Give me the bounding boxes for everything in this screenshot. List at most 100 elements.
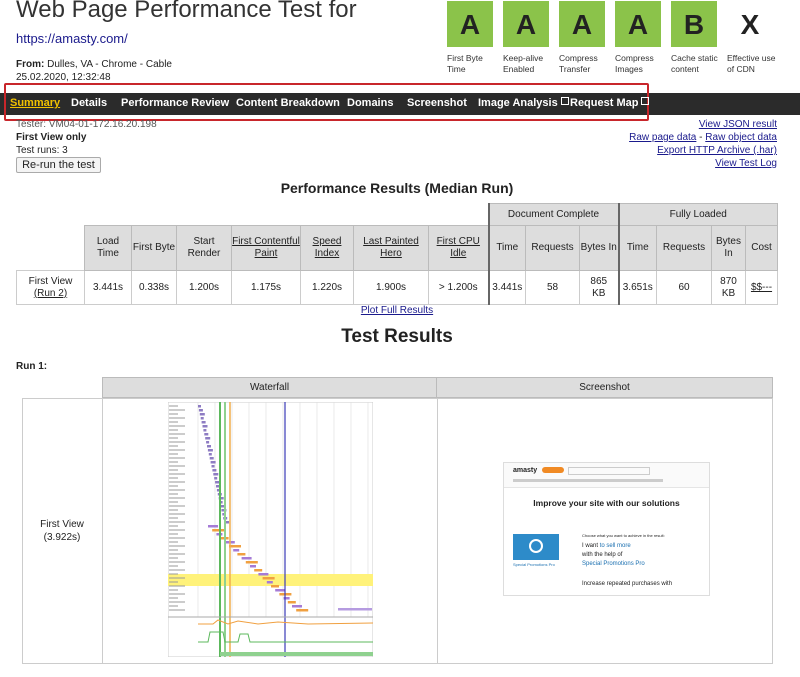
wf-bar: [211, 465, 215, 468]
wf-bar: [208, 525, 218, 528]
site-heading: Improve your site with our solutions: [533, 498, 680, 508]
wf-bar: [287, 601, 296, 604]
group-header: Fully Loaded: [617, 203, 778, 226]
column-header: Screenshot: [437, 377, 773, 398]
wf-bar: [216, 489, 220, 492]
result-links: View JSON result Raw page data - Raw obj…: [629, 118, 777, 170]
header-row: Load Time First Byte Start Render First Con…: [17, 225, 778, 271]
product-image: [513, 534, 559, 560]
wf-bar: [224, 521, 230, 524]
row-label: First View (Run 2): [16, 270, 85, 305]
har-link[interactable]: Export HTTP Archive (.har): [657, 145, 777, 156]
screenshot-image[interactable]: amasty Improve your site with our soluti…: [503, 462, 710, 596]
row-view: First View: [40, 519, 84, 530]
column-header[interactable]: First Contentful Paint: [231, 225, 301, 271]
rerun-button[interactable]: Re-run the test: [16, 157, 101, 173]
nav-item[interactable]: Image Analysis: [478, 97, 569, 109]
row-time: (3.922s): [43, 532, 81, 543]
performance-table: Document Complete Fully Loaded Load Time Fi…: [16, 203, 778, 305]
grade-label: Effective use of CDN: [727, 53, 776, 74]
test-url[interactable]: https://amasty.com/: [16, 31, 128, 46]
log-link[interactable]: View Test Log: [715, 158, 777, 169]
wf-bg: [168, 402, 373, 657]
wf-bar: [233, 549, 240, 552]
wf-bar: [199, 413, 205, 416]
wf-bar: [208, 453, 212, 456]
column-header: Start Render: [176, 225, 232, 271]
nav-item[interactable]: Summary: [10, 97, 61, 109]
wf-bar: [250, 565, 256, 568]
wf-bar: [210, 461, 216, 464]
plot-link[interactable]: Plot Full Results: [360, 305, 434, 316]
wf-bar: [254, 569, 263, 572]
view-mode: First View only: [16, 132, 87, 143]
nav-item[interactable]: Domains: [347, 97, 394, 109]
nav-item[interactable]: Content Breakdown: [236, 97, 340, 109]
raw-page-link[interactable]: Raw page data: [629, 132, 697, 143]
wf-bandwidth: [198, 631, 373, 643]
wf-bar: [221, 509, 227, 512]
column-header[interactable]: Speed Index: [300, 225, 354, 271]
nav-item[interactable]: Performance Review: [121, 97, 230, 109]
group-header: Document Complete: [487, 203, 619, 226]
waterfall-image[interactable]: [168, 402, 373, 657]
column-header: First Byte: [131, 225, 177, 271]
wf-bar: [218, 497, 224, 500]
site-prompt: Choose what you want to achieve in the r…: [582, 533, 665, 538]
grade-label: Compress Images: [615, 53, 654, 74]
json-link[interactable]: View JSON result: [698, 119, 777, 130]
wf-bar: [198, 409, 203, 412]
wf-bar: [213, 473, 219, 476]
wf-bar: [222, 513, 226, 516]
goal-text: to sell more: [599, 543, 631, 549]
site-badge: [542, 467, 564, 473]
wf-bar: [212, 469, 217, 472]
grade-label: Keep-alive Enabled: [503, 53, 544, 74]
nav-item[interactable]: Request Map: [570, 97, 650, 109]
wf-bar: [266, 581, 273, 584]
column-header: Requests: [656, 225, 712, 271]
site-help: with the help of: [582, 552, 623, 558]
wf-bar: [202, 425, 208, 428]
wf-bar: [212, 529, 225, 532]
raw-object-link[interactable]: Raw object data: [705, 132, 777, 143]
wf-bar: [245, 561, 258, 564]
nav-item[interactable]: Details: [71, 97, 108, 109]
wf-bar: [216, 485, 221, 488]
site-search: [568, 467, 650, 475]
grade-box: A: [503, 1, 549, 47]
site-tail: Increase repeated purchases with: [582, 581, 673, 587]
row-run[interactable]: (Run 2): [33, 287, 68, 299]
site-header: amasty: [504, 463, 709, 488]
grade-box: A: [559, 1, 605, 47]
metric-cell: 1.200s: [176, 270, 232, 305]
metric-cell: 60: [656, 270, 712, 305]
link-separator: -: [699, 132, 703, 143]
metric-cell: 3.441s: [84, 270, 132, 305]
wf-bar: [214, 477, 218, 480]
site-menu: [513, 479, 663, 482]
grade-box: B: [671, 1, 717, 47]
column-header[interactable]: Last Painted Hero: [353, 225, 429, 271]
wf-bar: [209, 457, 214, 460]
nav-item[interactable]: Screenshot: [407, 97, 467, 109]
wf-bar: [204, 433, 209, 436]
wf-bar: [283, 597, 290, 600]
wf-bar: [205, 437, 211, 440]
wf-bar: [237, 553, 246, 556]
group-row: Document Complete Fully Loaded: [17, 203, 778, 226]
metric-cell: 0.338s: [131, 270, 177, 305]
site-product: Special Promotions Pro: [582, 561, 645, 567]
results-title: Test Results: [341, 326, 453, 347]
tester: Tester: VM04-01-172.16.20.198: [16, 119, 157, 130]
cell-divider: [102, 398, 103, 664]
wf-bar: [271, 585, 279, 588]
column-header: Requests: [525, 225, 580, 271]
spacer: [17, 204, 489, 226]
column-header[interactable]: First CPU Idle: [428, 225, 489, 271]
wf-bar: [200, 417, 204, 420]
row-label: First View (3.922s): [22, 518, 102, 544]
wf-bar: [292, 605, 302, 608]
grade-label: First Byte Time: [447, 53, 483, 74]
